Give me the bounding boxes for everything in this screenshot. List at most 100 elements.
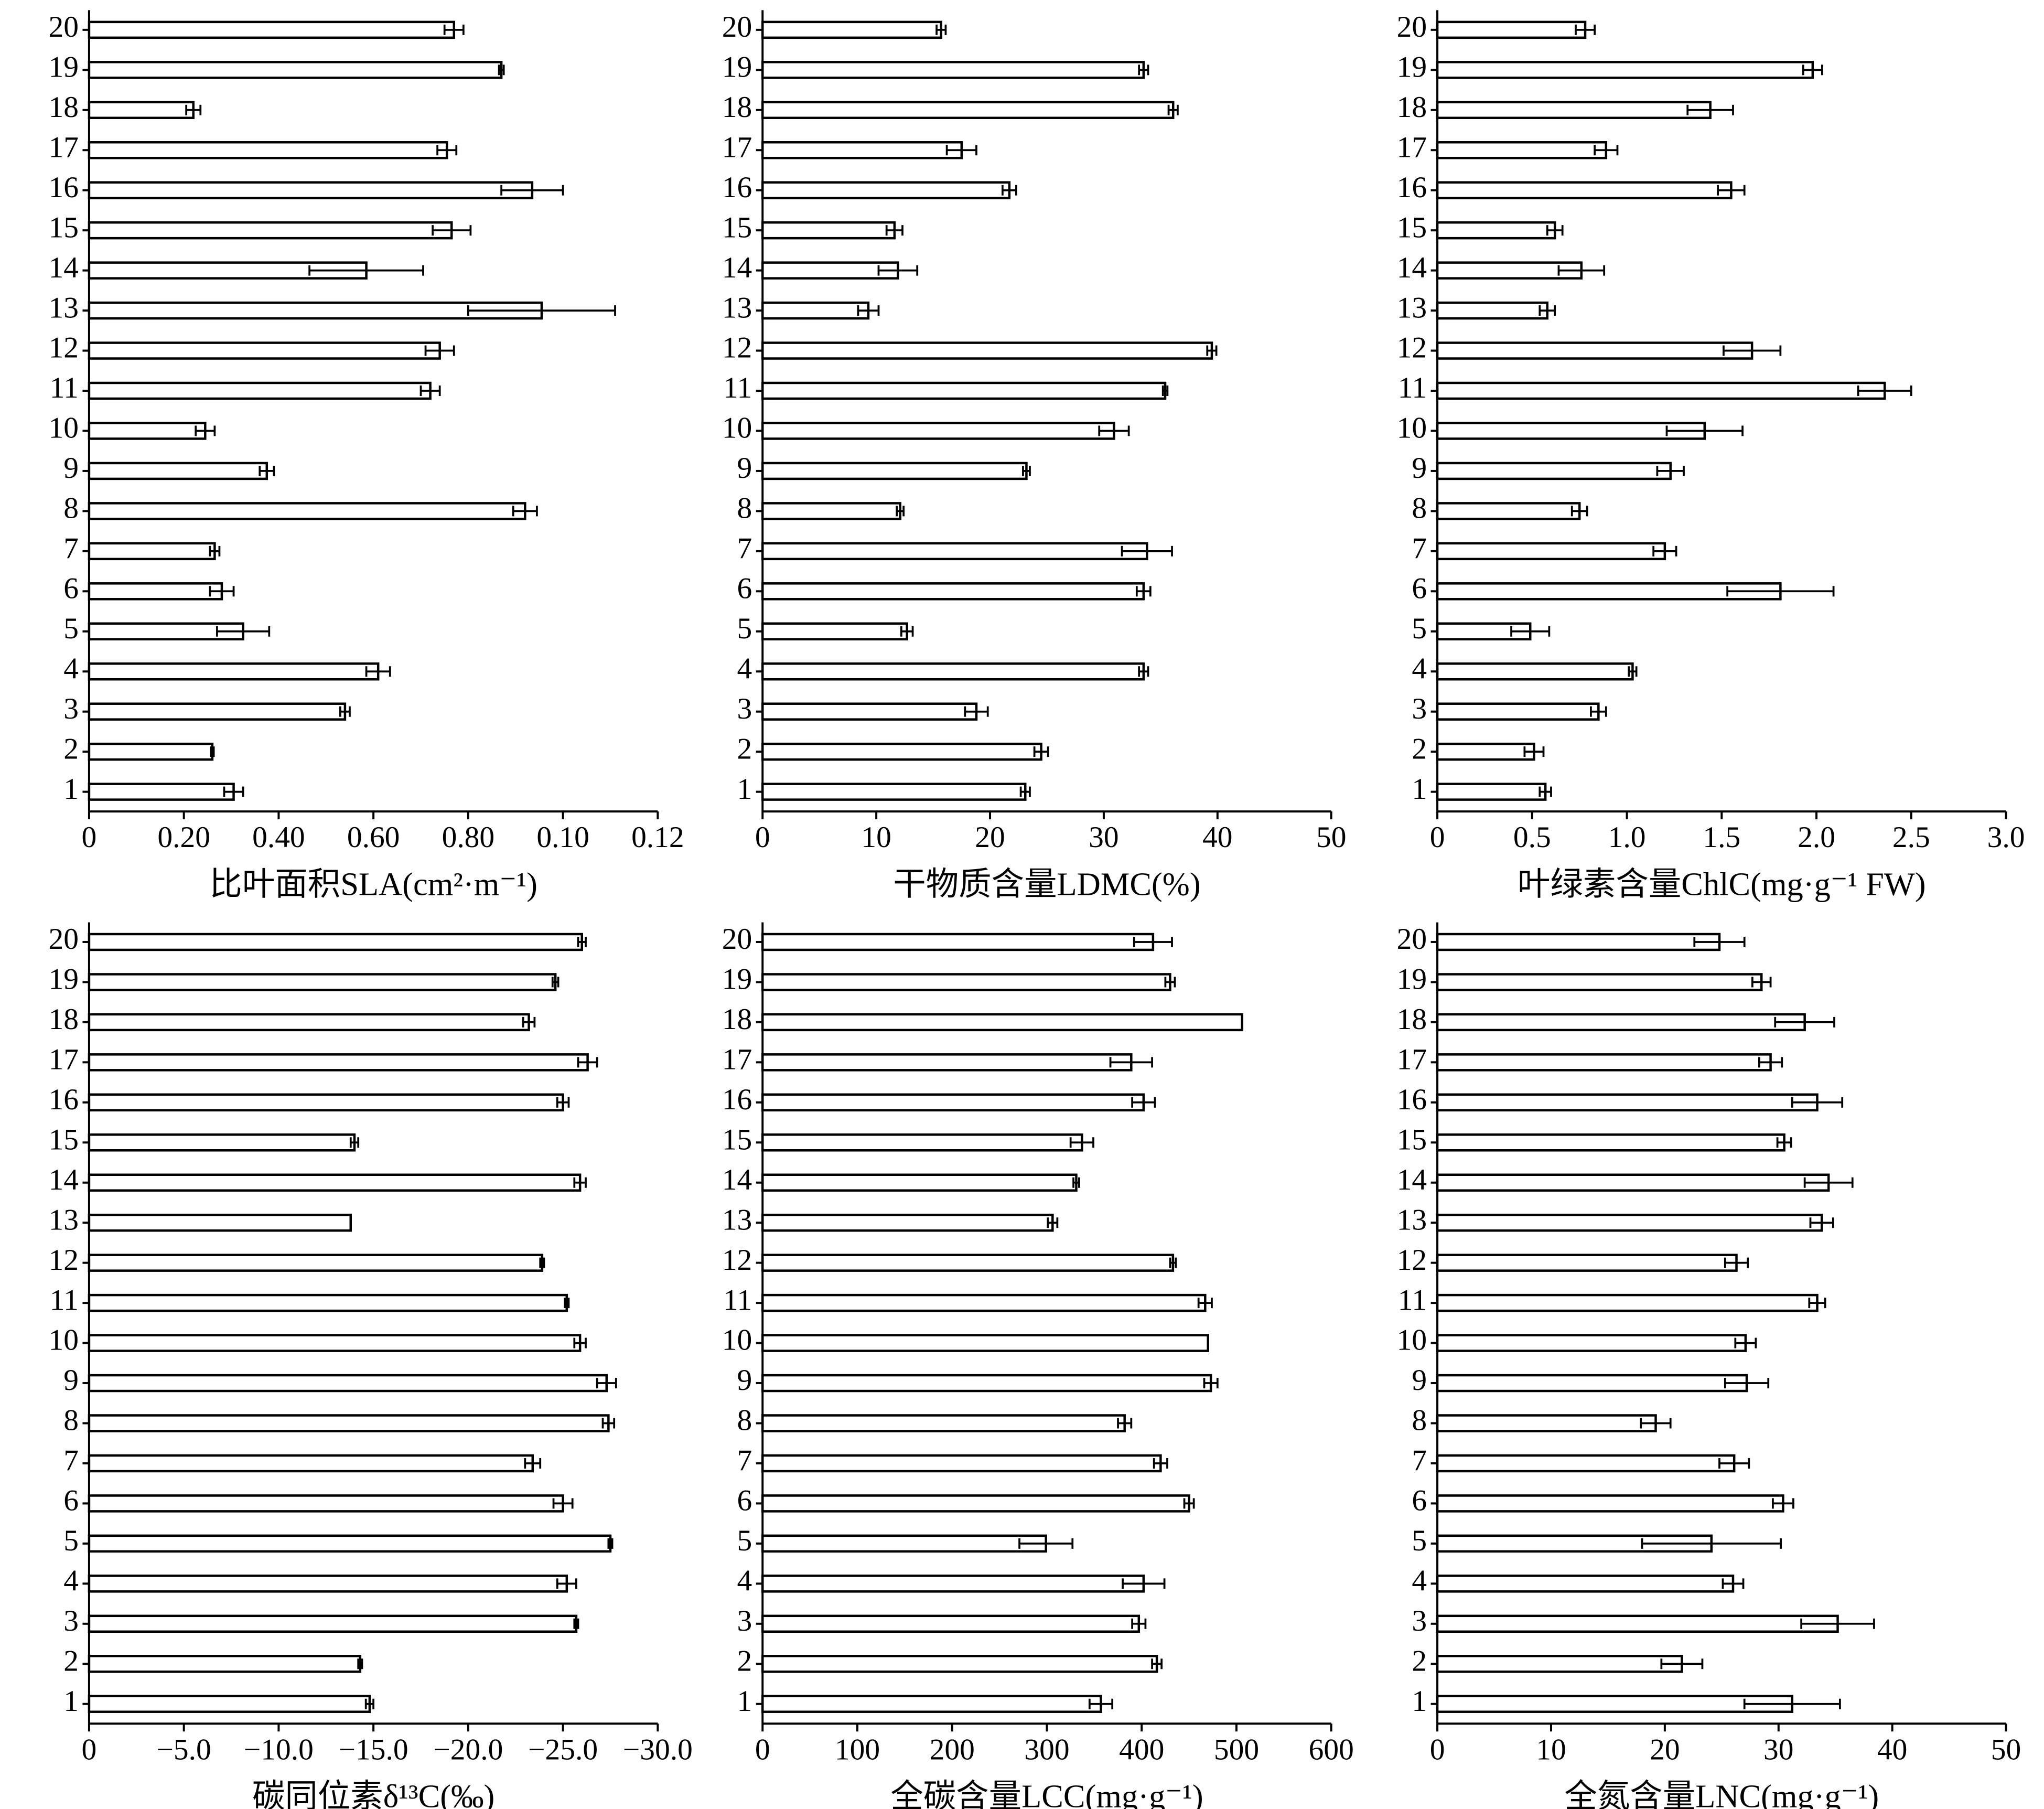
error-bar bbox=[1772, 1498, 1794, 1509]
bar bbox=[88, 422, 207, 440]
y-tick-label: 8 bbox=[63, 1404, 79, 1437]
x-tick-label: 40 bbox=[1202, 821, 1232, 854]
error-bar bbox=[1652, 545, 1677, 556]
error-bar bbox=[1640, 1418, 1672, 1429]
bar bbox=[1436, 1093, 1819, 1112]
y-tick-label: 13 bbox=[722, 1203, 752, 1236]
bar bbox=[761, 462, 1028, 480]
error-bar bbox=[935, 24, 947, 35]
bar bbox=[761, 1695, 1102, 1713]
error-bar bbox=[365, 666, 391, 677]
error-bar bbox=[1133, 936, 1173, 947]
y-tick-label: 19 bbox=[1397, 51, 1427, 84]
y-tick-label: 19 bbox=[48, 51, 78, 84]
y-tick-label: 16 bbox=[722, 171, 752, 204]
bar bbox=[761, 582, 1145, 601]
bar bbox=[88, 1454, 534, 1473]
y-tick-label: 12 bbox=[48, 331, 78, 365]
x-tick-label: 0.40 bbox=[252, 821, 305, 854]
y-tick-label: 13 bbox=[1397, 1203, 1427, 1236]
y-tick-label: 19 bbox=[722, 51, 752, 84]
bar bbox=[761, 542, 1148, 561]
error-bar bbox=[216, 626, 271, 637]
error-bar bbox=[1724, 1378, 1770, 1389]
bar bbox=[1436, 542, 1666, 561]
y-tick-label: 6 bbox=[737, 572, 752, 605]
error-bar bbox=[577, 1057, 598, 1068]
y-tick-label: 17 bbox=[48, 1043, 78, 1076]
error-bar bbox=[1047, 1217, 1059, 1228]
error-bar bbox=[900, 626, 914, 637]
bar bbox=[88, 582, 223, 601]
bar bbox=[761, 1575, 1145, 1593]
bar bbox=[761, 101, 1175, 120]
y-tick-label: 14 bbox=[48, 1163, 78, 1196]
error-bar bbox=[443, 24, 465, 35]
bar bbox=[1436, 783, 1547, 801]
y-tick-label: 1 bbox=[1412, 773, 1427, 806]
y-tick-label: 18 bbox=[722, 91, 752, 124]
y-tick-label: 16 bbox=[48, 171, 78, 204]
error-bar bbox=[1857, 386, 1912, 396]
bar bbox=[761, 1414, 1126, 1432]
error-bar bbox=[436, 145, 458, 156]
bar bbox=[761, 141, 963, 159]
error-bar bbox=[1206, 345, 1218, 356]
y-tick-label: 3 bbox=[1412, 692, 1427, 725]
y-tick-label: 15 bbox=[1397, 211, 1427, 244]
x-tick-label: 1.5 bbox=[1703, 821, 1740, 854]
error-bar bbox=[1167, 104, 1179, 115]
x-axis-label: 全碳含量LCC(mg·g⁻¹) bbox=[890, 1778, 1203, 1809]
bar bbox=[88, 662, 380, 681]
y-tick-label: 13 bbox=[722, 291, 752, 324]
y-tick-label: 5 bbox=[737, 612, 752, 645]
y-tick-label: 17 bbox=[1397, 1043, 1427, 1076]
x-tick-label: −20.0 bbox=[433, 1733, 503, 1766]
error-bar bbox=[1072, 1177, 1080, 1188]
error-bar bbox=[601, 1418, 616, 1429]
y-tick-label: 13 bbox=[1397, 291, 1427, 324]
error-bar bbox=[432, 225, 472, 236]
bar bbox=[1436, 1013, 1806, 1032]
bar bbox=[88, 783, 235, 801]
x-tick-label: 0 bbox=[755, 1733, 770, 1766]
bar bbox=[761, 742, 1042, 761]
x-tick-label: −30.0 bbox=[623, 1733, 693, 1766]
error-bar bbox=[1088, 1698, 1114, 1709]
y-tick-label: 7 bbox=[737, 532, 752, 565]
bar bbox=[1436, 622, 1532, 641]
error-bar bbox=[1098, 425, 1130, 436]
error-bar bbox=[1033, 746, 1049, 757]
bar bbox=[761, 1655, 1158, 1673]
y-tick-label: 11 bbox=[1398, 1283, 1427, 1316]
bar bbox=[761, 381, 1167, 400]
error-bar bbox=[1153, 1458, 1168, 1469]
x-tick-label: 400 bbox=[1119, 1733, 1164, 1766]
y-tick-label: 19 bbox=[722, 963, 752, 996]
error-bar bbox=[573, 1337, 587, 1348]
x-tick-label: 200 bbox=[930, 1733, 975, 1766]
bar bbox=[88, 1575, 568, 1593]
bar bbox=[1436, 973, 1763, 991]
bar bbox=[88, 542, 216, 561]
error-bar bbox=[1751, 977, 1772, 988]
y-tick-label: 1 bbox=[63, 773, 79, 806]
bar bbox=[761, 1494, 1190, 1513]
x-tick-label: 0 bbox=[82, 821, 97, 854]
x-tick-label: 0.12 bbox=[631, 821, 684, 854]
bar bbox=[761, 1213, 1054, 1232]
bar bbox=[1436, 381, 1886, 400]
bar bbox=[1436, 1614, 1839, 1633]
error-bar bbox=[556, 1097, 570, 1108]
y-tick-label: 12 bbox=[722, 331, 752, 365]
bar bbox=[88, 1013, 530, 1032]
error-bar bbox=[1686, 104, 1734, 115]
x-axis-label: 比叶面积SLA(cm²·m⁻¹) bbox=[209, 865, 537, 902]
y-tick-label: 17 bbox=[1397, 131, 1427, 164]
y-tick-label: 16 bbox=[722, 1083, 752, 1116]
bar bbox=[88, 973, 557, 991]
x-tick-label: 1.0 bbox=[1608, 821, 1646, 854]
y-tick-label: 16 bbox=[1397, 171, 1427, 204]
x-tick-label: 10 bbox=[1536, 1733, 1566, 1766]
y-tick-label: 4 bbox=[1412, 1565, 1427, 1598]
